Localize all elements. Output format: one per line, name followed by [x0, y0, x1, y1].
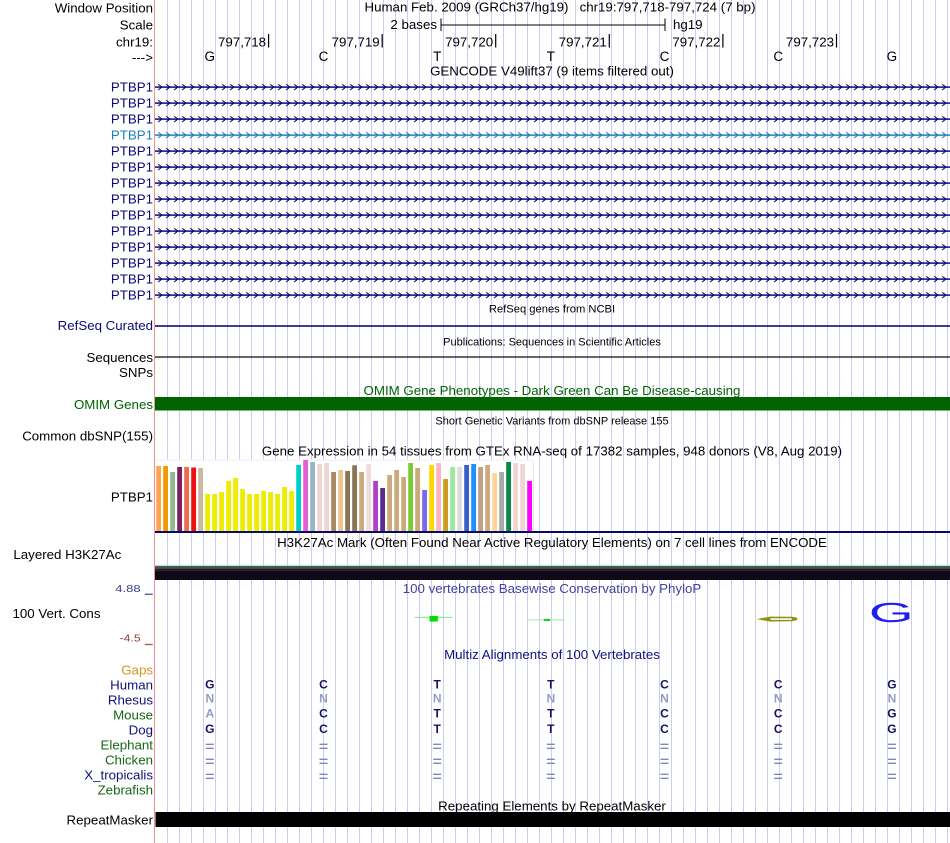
svg-text:SNPs: SNPs — [119, 365, 153, 380]
svg-text:G: G — [205, 678, 214, 692]
svg-text:OMIM Genes: OMIM Genes — [74, 397, 153, 412]
svg-text:T: T — [547, 722, 555, 736]
svg-text:-4.5: -4.5 — [120, 632, 141, 644]
svg-text:G: G — [887, 49, 898, 64]
svg-text:G: G — [205, 49, 216, 64]
svg-text:Sequences: Sequences — [86, 350, 153, 365]
svg-text:N: N — [888, 691, 897, 705]
svg-text:T: T — [434, 707, 442, 721]
svg-text:T: T — [433, 49, 441, 64]
svg-text:PTBP1: PTBP1 — [111, 240, 153, 255]
svg-text:C: C — [660, 722, 669, 736]
svg-text:C: C — [660, 678, 669, 692]
svg-text:Short Genetic Variants from db: Short Genetic Variants from dbSNP releas… — [435, 416, 668, 428]
svg-text:Human: Human — [110, 678, 153, 693]
svg-text:Publications: Sequences in Sci: Publications: Sequences in Scientific Ar… — [443, 336, 661, 348]
svg-text:PTBP1: PTBP1 — [111, 112, 153, 127]
svg-text:Rhesus: Rhesus — [108, 693, 153, 708]
svg-text:797,720: 797,720 — [445, 35, 493, 50]
svg-text:100 Vert. Cons: 100 Vert. Cons — [13, 606, 101, 621]
svg-text:C: C — [319, 678, 328, 692]
svg-text:C: C — [319, 49, 329, 64]
svg-text:C: C — [660, 49, 670, 64]
svg-text:Repeating Elements by RepeatMa: Repeating Elements by RepeatMasker — [438, 799, 666, 814]
svg-text:PTBP1: PTBP1 — [111, 80, 153, 95]
svg-text:797,721: 797,721 — [559, 35, 607, 50]
svg-text:GENCODE V49lift37 (9 items fil: GENCODE V49lift37 (9 items filtered out) — [430, 64, 674, 79]
svg-text:N: N — [205, 691, 214, 705]
svg-text:X_tropicalis: X_tropicalis — [84, 768, 153, 783]
svg-text:G: G — [205, 722, 214, 736]
svg-text:G: G — [887, 722, 896, 736]
svg-text:PTBP1: PTBP1 — [111, 176, 153, 191]
svg-text:4.88: 4.88 — [115, 583, 140, 595]
svg-text:C: C — [319, 722, 328, 736]
svg-text:Layered H3K27Ac: Layered H3K27Ac — [13, 547, 121, 562]
svg-text:T: T — [434, 678, 442, 692]
svg-text:G: G — [869, 597, 914, 628]
svg-text:RefSeq genes from NCBI: RefSeq genes from NCBI — [489, 304, 615, 316]
svg-text:N: N — [433, 691, 442, 705]
svg-text:Scale: Scale — [120, 18, 153, 33]
svg-text:RefSeq Curated: RefSeq Curated — [58, 318, 153, 333]
svg-text:Zebrafish: Zebrafish — [98, 783, 153, 798]
svg-text:PTBP1: PTBP1 — [111, 288, 153, 303]
svg-text:PTBP1: PTBP1 — [111, 192, 153, 207]
svg-text:N: N — [774, 691, 783, 705]
svg-text:PTBP1: PTBP1 — [111, 160, 153, 175]
svg-text:797,722: 797,722 — [672, 35, 720, 50]
svg-text:chr19:: chr19: — [116, 35, 153, 50]
svg-text:hg19: hg19 — [673, 17, 703, 32]
svg-text:--->: ---> — [132, 50, 153, 65]
svg-text:RepeatMasker: RepeatMasker — [67, 813, 154, 828]
svg-text:PTBP1: PTBP1 — [111, 208, 153, 223]
svg-text:PTBP1: PTBP1 — [111, 224, 153, 239]
svg-text:Mouse: Mouse — [113, 708, 153, 723]
svg-text:Window Position: Window Position — [55, 1, 153, 16]
svg-text:OMIM Gene Phenotypes - Dark Gr: OMIM Gene Phenotypes - Dark Green Can Be… — [364, 383, 741, 398]
svg-text:797,718: 797,718 — [218, 35, 266, 50]
svg-text:C: C — [774, 722, 783, 736]
svg-text:PTBP1: PTBP1 — [111, 490, 153, 505]
svg-text:PTBP1: PTBP1 — [111, 128, 153, 143]
svg-text:100 vertebrates Basewise Conse: 100 vertebrates Basewise Conservation by… — [403, 581, 702, 596]
svg-text:2 bases: 2 bases — [390, 17, 437, 32]
svg-text:C: C — [774, 678, 783, 692]
svg-text:C: C — [773, 49, 783, 64]
svg-text:N: N — [660, 691, 669, 705]
svg-text:Multiz Alignments of 100 Verte: Multiz Alignments of 100 Vertebrates — [444, 647, 660, 662]
svg-text:N: N — [319, 691, 328, 705]
svg-text:Gaps: Gaps — [121, 663, 153, 678]
svg-text:Chicken: Chicken — [105, 753, 153, 768]
svg-text:Gene Expression in 54 tissues: Gene Expression in 54 tissues from GTEx … — [262, 444, 842, 459]
svg-text:PTBP1: PTBP1 — [111, 144, 153, 159]
svg-text:Common dbSNP(155): Common dbSNP(155) — [22, 429, 153, 444]
svg-text:PTBP1: PTBP1 — [111, 96, 153, 111]
svg-text:T: T — [547, 678, 555, 692]
svg-text:C: C — [319, 707, 328, 721]
svg-text:PTBP1: PTBP1 — [111, 256, 153, 271]
svg-text:Human Feb. 2009 (GRCh37/hg19): Human Feb. 2009 (GRCh37/hg19) chr19:797,… — [364, 0, 755, 14]
svg-text:797,723: 797,723 — [786, 35, 834, 50]
svg-text:T: T — [547, 707, 555, 721]
svg-text:A: A — [205, 707, 214, 721]
svg-text:N: N — [546, 691, 555, 705]
svg-text:G: G — [887, 678, 896, 692]
svg-text:C: C — [660, 707, 669, 721]
svg-text:Elephant: Elephant — [101, 738, 154, 753]
svg-text:G: G — [887, 707, 896, 721]
svg-text:Dog: Dog — [129, 723, 153, 738]
svg-text:T: T — [434, 722, 442, 736]
svg-text:797,719: 797,719 — [332, 35, 380, 50]
svg-text:C: C — [774, 707, 783, 721]
svg-text:H3K27Ac Mark (Often Found Near: H3K27Ac Mark (Often Found Near Active Re… — [277, 535, 827, 550]
svg-text:T: T — [547, 49, 555, 64]
svg-text:PTBP1: PTBP1 — [111, 272, 153, 287]
